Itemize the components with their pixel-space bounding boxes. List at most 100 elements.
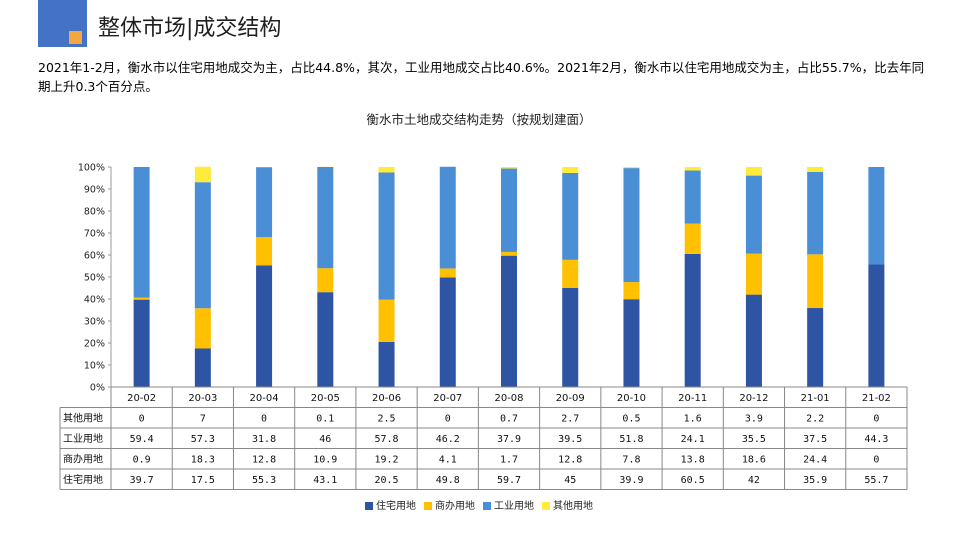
table-row-label: 住宅用地 (63, 473, 103, 486)
legend-label: 工业用地 (494, 501, 534, 512)
bar-segment (133, 297, 150, 300)
x-category-label: 20-02 (127, 393, 156, 404)
legend-swatch (365, 502, 373, 510)
data-label: 0.9 (133, 455, 151, 466)
bar-segment (256, 237, 273, 266)
data-label: 31.8 (252, 434, 276, 445)
bar-segment (378, 167, 395, 173)
data-label: 19.2 (374, 455, 398, 466)
bar-segment (807, 167, 824, 172)
y-tick-label: 30% (84, 317, 105, 328)
bar-segment (684, 167, 701, 171)
legend-item: 工业用地 (483, 497, 534, 512)
y-tick-label: 10% (84, 361, 105, 372)
bar-segment (194, 308, 211, 349)
page-title: 整体市场|成交结构 (98, 16, 282, 41)
bar-segment (623, 168, 640, 283)
data-label: 59.7 (497, 475, 521, 486)
bar-segment (623, 282, 640, 300)
bar-segment (623, 167, 640, 169)
bar-segment (317, 268, 334, 293)
bar-segment (501, 251, 517, 256)
legend-swatch (424, 502, 432, 510)
data-label: 12.8 (252, 455, 276, 466)
chart-title: 衡水市土地成交结构走势（按规划建面） (366, 112, 592, 127)
bar-segment (378, 341, 395, 387)
bar-segment (501, 255, 517, 387)
bar-segment (378, 299, 395, 342)
x-category-label: 20-04 (250, 393, 279, 404)
data-label: 18.3 (191, 455, 215, 466)
data-label: 24.4 (803, 455, 827, 466)
bar-segment (194, 182, 211, 309)
data-label: 24.1 (681, 434, 705, 445)
data-label: 35.9 (803, 475, 827, 486)
legend-label: 住宅用地 (376, 501, 416, 512)
bar-segment (194, 166, 211, 183)
data-label: 2.5 (378, 414, 396, 425)
bar-segment (317, 167, 334, 269)
bar-segment (256, 265, 273, 387)
data-label: 43.1 (313, 475, 337, 486)
y-tick-label: 40% (84, 295, 105, 306)
data-label: 0 (873, 414, 879, 425)
data-label: 0 (261, 414, 267, 425)
data-label: 4.1 (439, 455, 457, 466)
bar-segment (562, 288, 579, 387)
y-tick-label: 90% (84, 185, 105, 196)
bar-segment (745, 294, 762, 387)
y-tick-label: 20% (84, 339, 105, 350)
bar-segment (562, 172, 579, 260)
bar-segment (439, 268, 456, 278)
bar-segment (439, 277, 456, 387)
table-row-label: 商办用地 (63, 453, 103, 466)
bar-segment (439, 166, 456, 269)
data-label: 39.5 (558, 434, 582, 445)
bar-segment (133, 167, 150, 298)
data-label: 44.3 (864, 434, 888, 445)
bar-segment (807, 308, 824, 387)
bar-segment (562, 167, 579, 173)
stacked-bar-chart: 0% 10% 20% 30% 40% 50% 60% 70% 80% 90% 100% 20-02 20… (59, 163, 908, 490)
legend-item: 住宅用地 (365, 497, 416, 512)
data-label: 57.8 (374, 434, 398, 445)
data-label: 39.9 (619, 475, 643, 486)
bar-segment (807, 254, 824, 309)
data-label: 39.7 (130, 475, 154, 486)
data-label: 46.2 (436, 434, 460, 445)
logo-accent (69, 31, 82, 44)
y-tick-label: 70% (84, 229, 105, 240)
data-label: 49.8 (436, 475, 460, 486)
data-label: 17.5 (191, 475, 215, 486)
y-tick-label: 100% (78, 163, 105, 174)
bar-segment (807, 171, 824, 255)
chart-legend: 住宅用地 商办用地 工业用地 其他用地 (0, 497, 958, 512)
data-label: 37.5 (803, 434, 827, 445)
data-label: 55.7 (864, 475, 888, 486)
x-category-label: 20-07 (433, 393, 462, 404)
data-label: 18.6 (742, 455, 766, 466)
bar-segment (684, 223, 701, 254)
bar-segment (501, 167, 517, 169)
data-label: 55.3 (252, 475, 276, 486)
data-label: 7.8 (622, 455, 640, 466)
y-tick-label: 50% (84, 273, 105, 284)
x-category-label: 20-10 (617, 393, 646, 404)
y-tick-label: 80% (84, 207, 105, 218)
bar-segment (501, 168, 517, 252)
data-label: 37.9 (497, 434, 521, 445)
data-label: 3.9 (745, 414, 763, 425)
data-label: 0 (139, 414, 145, 425)
bar-segment (868, 264, 885, 387)
bar-segment (256, 167, 273, 238)
x-category-label: 21-02 (862, 393, 891, 404)
data-label: 20.5 (374, 475, 398, 486)
legend-swatch (542, 502, 550, 510)
data-label: 2.7 (561, 414, 579, 425)
data-label: 57.3 (191, 434, 215, 445)
data-label: 59.4 (130, 434, 154, 445)
data-label: 51.8 (619, 434, 643, 445)
x-category-label: 20-11 (678, 393, 707, 404)
data-label: 10.9 (313, 455, 337, 466)
data-label: 45 (564, 475, 576, 486)
